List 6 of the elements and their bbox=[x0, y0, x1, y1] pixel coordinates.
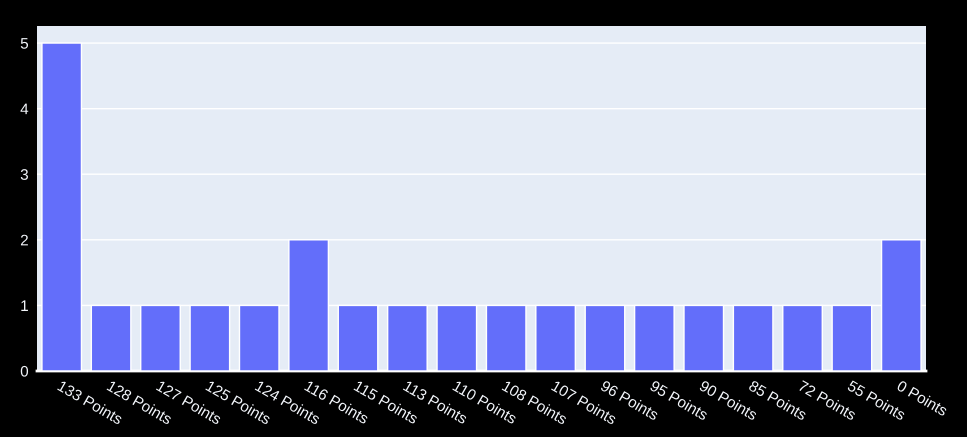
y-tick-label: 4 bbox=[20, 104, 28, 114]
y-tick-label: 0 bbox=[20, 366, 28, 377]
y-tick-label: 2 bbox=[20, 234, 28, 246]
y-tick-label: 5 bbox=[20, 38, 28, 49]
y-tick-label: 3 bbox=[20, 169, 28, 180]
y-tick-label: 1 bbox=[21, 300, 28, 311]
